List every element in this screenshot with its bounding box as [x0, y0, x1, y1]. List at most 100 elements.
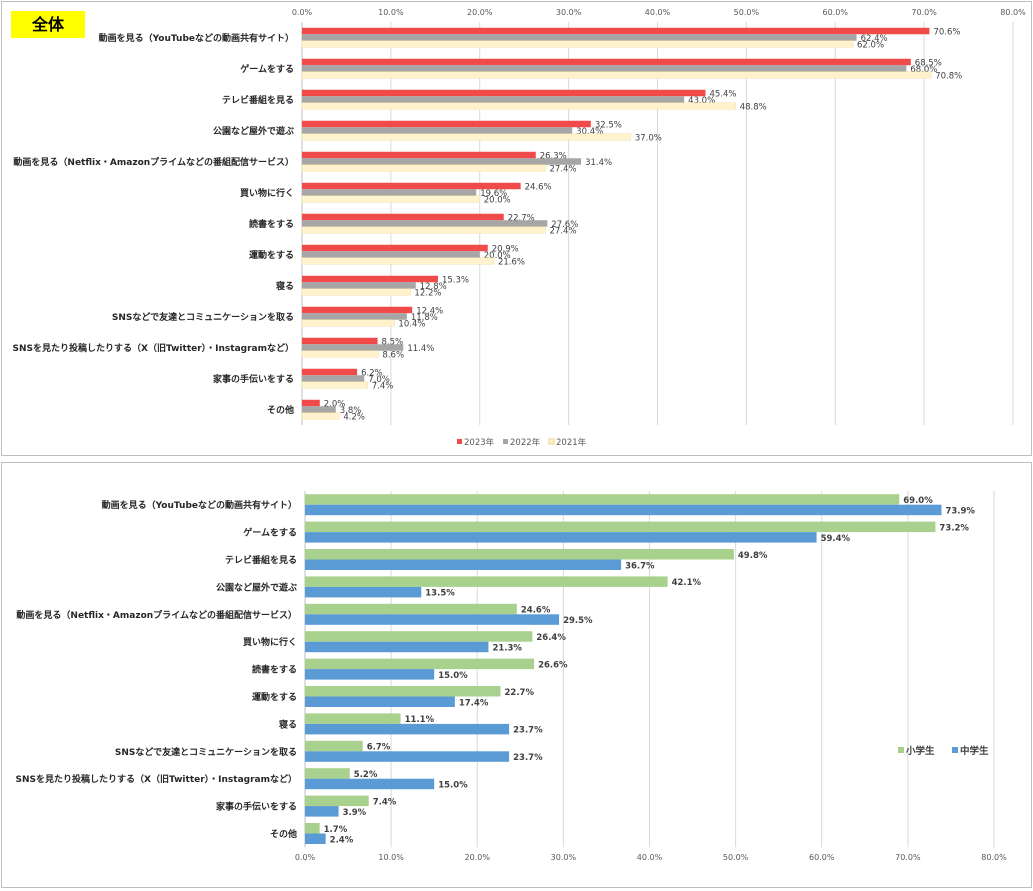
- legend-label-junior: 中学生: [960, 745, 989, 757]
- bar-elementary: [305, 576, 668, 587]
- data-label-elementary: 26.4%: [536, 633, 566, 643]
- x-tick-label: 30.0%: [556, 8, 582, 17]
- x-tick-label: 60.0%: [823, 8, 849, 17]
- x-tick-label: 30.0%: [551, 853, 577, 862]
- data-label-2023: 2.0%: [324, 400, 346, 410]
- data-label-2021: 20.0%: [484, 196, 511, 206]
- data-label-2021: 37.0%: [635, 134, 662, 144]
- bar-junior: [305, 778, 435, 790]
- category-label: 動画を見る（YouTubeなどの動画共有サイト）: [99, 32, 294, 44]
- category-label: SNSなどで友達とコミュニケーションを取る: [112, 311, 294, 323]
- bar-2022: [302, 313, 407, 320]
- x-tick-label: 50.0%: [723, 853, 749, 862]
- bar-elementary: [305, 603, 517, 615]
- x-tick-label: 10.0%: [378, 853, 404, 862]
- category-label: 寝る: [276, 280, 294, 292]
- data-label-2023: 32.5%: [595, 121, 622, 131]
- data-label-2021: 8.6%: [382, 351, 404, 361]
- data-label-junior: 2.4%: [330, 835, 354, 845]
- grade-chart: 0.0% 10.0% 20.0% 30.0% 40.0% 50.0% 60.0% 70.0% 8…: [16, 491, 1007, 862]
- data-label-2022: 3.8%: [340, 406, 362, 416]
- bar-elementary: [305, 740, 363, 752]
- category-label: 公園など屋外で遊ぶ: [216, 581, 297, 593]
- bar-2021: [301, 226, 546, 234]
- data-label-2021: 4.2%: [343, 413, 365, 423]
- bar-junior: [305, 641, 489, 653]
- x-tick-label: 50.0%: [734, 8, 760, 17]
- bar-elementary: [305, 658, 535, 670]
- data-label-2023: 15.3%: [442, 276, 469, 286]
- bar-2023: [302, 337, 378, 345]
- bar-elementary: [305, 768, 350, 779]
- category-label: その他: [270, 828, 297, 840]
- bar-junior: [305, 559, 622, 570]
- data-label-elementary: 73.2%: [939, 523, 969, 533]
- data-label-elementary: 26.6%: [538, 660, 568, 670]
- x-tick-label: 40.0%: [645, 8, 671, 17]
- data-label-2021: 12.2%: [414, 289, 441, 299]
- data-label-junior: 13.5%: [425, 589, 455, 599]
- x-tick-label: 80.0%: [981, 853, 1007, 862]
- bar-junior: [305, 696, 455, 707]
- category-label: 運動をする: [252, 691, 297, 703]
- bar-2023: [302, 368, 358, 376]
- data-label-elementary: 5.2%: [354, 770, 378, 780]
- x-tick-label: 40.0%: [637, 853, 663, 862]
- bar-2022: [302, 127, 573, 134]
- data-label-junior: 36.7%: [625, 561, 655, 571]
- data-label-2023: 22.7%: [508, 214, 535, 224]
- x-tick-label: 70.0%: [911, 8, 937, 17]
- bar-2021: [301, 381, 369, 389]
- bar-elementary: [305, 795, 369, 807]
- category-label: 動画を見る（YouTubeなどの動画共有サイト）: [102, 499, 297, 511]
- data-label-2022: 68.0%: [910, 65, 937, 75]
- bar-junior: [305, 751, 510, 762]
- data-label-elementary: 69.0%: [903, 496, 933, 506]
- data-label-junior: 21.3%: [492, 643, 522, 653]
- legend-swatch-2021: [548, 438, 555, 445]
- data-label-elementary: 6.7%: [367, 743, 391, 753]
- x-tick-label: 0.0%: [295, 853, 316, 862]
- chart-panel-overall: 全体 0.0% 10.0% 20.0% 30.0% 40.0% 50.0% 60.0% 70.…: [1, 1, 1032, 456]
- bar-elementary: [305, 521, 936, 533]
- chart-panel-grade: 0.0% 10.0% 20.0% 30.0% 40.0% 50.0% 60.0% 70.0% 8…: [1, 462, 1032, 888]
- bar-2021: [301, 412, 340, 420]
- legend-label-2023: 2023年: [464, 437, 495, 448]
- category-label: ゲームをする: [243, 527, 297, 539]
- data-label-junior: 15.0%: [438, 671, 468, 681]
- bar-2021: [301, 288, 411, 296]
- data-label-2021: 62.0%: [857, 41, 884, 51]
- data-label-elementary: 22.7%: [505, 688, 535, 698]
- category-label: 公園など屋外で遊ぶ: [213, 125, 294, 137]
- data-label-2022: 11.8%: [411, 313, 438, 323]
- data-label-2022: 27.6%: [551, 220, 578, 230]
- bar-2022: [302, 34, 857, 41]
- data-label-2022: 11.4%: [407, 344, 434, 354]
- bar-2022: [302, 65, 907, 72]
- bar-junior: [305, 806, 339, 817]
- bar-2023: [302, 120, 591, 128]
- data-label-junior: 59.4%: [821, 534, 851, 544]
- data-label-elementary: 11.1%: [405, 715, 435, 725]
- data-label-2023: 20.9%: [492, 245, 519, 255]
- category-label: 買い物に行く: [243, 636, 297, 648]
- x-tick-label: 0.0%: [292, 8, 313, 17]
- data-label-2021: 27.4%: [550, 227, 577, 237]
- bar-2023: [302, 275, 438, 283]
- category-label: 動画を見る（Netflix・Amazonプライムなどの番組配信サービス）: [13, 156, 294, 168]
- data-label-junior: 15.0%: [438, 780, 468, 790]
- data-label-2023: 6.2%: [361, 369, 383, 379]
- data-label-2021: 21.6%: [498, 258, 525, 268]
- category-label: ゲームをする: [240, 63, 294, 75]
- data-label-2021: 7.4%: [372, 382, 394, 392]
- bar-elementary: [305, 686, 501, 697]
- bar-junior: [305, 614, 560, 625]
- data-label-2022: 20.0%: [484, 251, 511, 261]
- bar-junior: [305, 723, 510, 735]
- bar-junior: [305, 833, 326, 844]
- bar-2021: [301, 257, 495, 265]
- data-label-2021: 70.8%: [935, 72, 962, 82]
- bar-2023: [302, 244, 488, 252]
- data-label-2023: 68.5%: [915, 59, 942, 69]
- data-label-2023: 26.3%: [540, 152, 567, 162]
